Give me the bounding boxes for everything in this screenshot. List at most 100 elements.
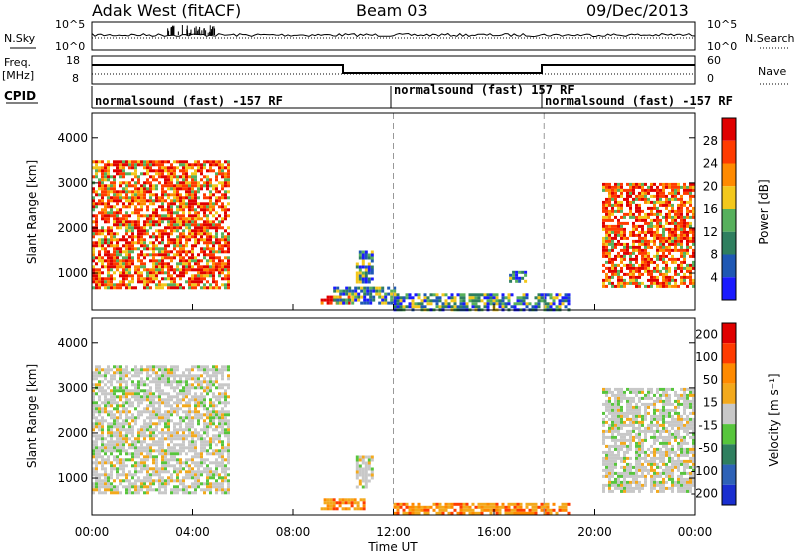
heatmap-cell xyxy=(370,458,374,462)
heatmap-cell xyxy=(92,434,95,438)
heatmap-cell xyxy=(197,190,200,194)
heatmap-cell xyxy=(680,263,683,267)
heatmap-cell xyxy=(119,413,122,417)
heatmap-cell xyxy=(185,235,188,239)
heatmap-cell xyxy=(167,422,170,426)
heatmap-cell xyxy=(608,489,611,493)
heatmap-cell xyxy=(215,211,218,215)
heatmap-cell xyxy=(212,259,215,263)
heatmap-cell xyxy=(107,220,110,224)
heatmap-cell xyxy=(692,278,695,282)
heatmap-cell xyxy=(155,377,158,381)
heatmap-cell xyxy=(611,284,614,288)
heatmap-cell xyxy=(98,368,101,372)
heatmap-cell xyxy=(125,283,128,287)
heatmap-cell xyxy=(200,455,203,459)
heatmap-cell xyxy=(197,479,200,483)
heatmap-cell xyxy=(98,398,101,402)
heatmap-cell xyxy=(626,387,629,391)
heatmap-cell xyxy=(338,501,342,505)
heatmap-cell xyxy=(176,253,179,257)
heatmap-cell xyxy=(137,401,140,405)
heatmap-cell xyxy=(650,417,653,421)
heatmap-cell xyxy=(191,467,194,471)
heatmap-cell xyxy=(164,377,167,381)
heatmap-cell xyxy=(125,286,128,290)
heatmap-cell xyxy=(92,277,95,281)
heatmap-cell xyxy=(185,220,188,224)
heatmap-cell xyxy=(339,301,343,305)
heatmap-cell xyxy=(215,416,218,420)
heatmap-cell xyxy=(173,253,176,257)
heatmap-cell xyxy=(227,479,230,483)
heatmap-cell xyxy=(176,226,179,230)
heatmap-cell xyxy=(146,434,149,438)
heatmap-cell xyxy=(671,191,674,195)
heatmap-cell xyxy=(629,405,632,409)
heatmap-cell xyxy=(113,262,116,266)
heatmap-cell xyxy=(372,298,376,302)
heatmap-cell xyxy=(113,181,116,185)
heatmap-cell xyxy=(218,190,221,194)
heatmap-cell xyxy=(227,386,230,390)
heatmap-cell xyxy=(215,479,218,483)
heatmap-cell xyxy=(629,185,632,189)
heatmap-cell xyxy=(176,187,179,191)
heatmap-cell xyxy=(188,386,191,390)
heatmap-cell xyxy=(149,271,152,275)
heatmap-cell xyxy=(113,214,116,218)
heatmap-cell xyxy=(632,242,635,246)
heatmap-cell xyxy=(363,295,367,299)
heatmap-cell xyxy=(98,199,101,203)
heatmap-cell xyxy=(128,371,131,375)
heatmap-cell xyxy=(209,286,212,290)
heatmap-cell xyxy=(191,482,194,486)
heatmap-cell xyxy=(113,446,116,450)
heatmap-cell xyxy=(176,286,179,290)
heatmap-cell xyxy=(212,440,215,444)
heatmap-cell xyxy=(194,268,197,272)
heatmap-cell xyxy=(143,193,146,197)
heatmap-cell xyxy=(128,202,131,206)
heatmap-cell xyxy=(323,298,327,302)
heatmap-cell xyxy=(179,187,182,191)
heatmap-cell xyxy=(116,169,119,173)
heatmap-cell xyxy=(602,438,605,442)
heatmap-cell xyxy=(155,488,158,492)
heatmap-cell xyxy=(128,244,131,248)
heatmap-cell xyxy=(185,190,188,194)
heatmap-cell xyxy=(218,205,221,209)
heatmap-cell xyxy=(101,190,104,194)
heatmap-cell xyxy=(158,169,161,173)
heatmap-cell xyxy=(158,488,161,492)
heatmap-cell xyxy=(602,420,605,424)
heatmap-cell xyxy=(149,253,152,257)
heatmap-cell xyxy=(143,419,146,423)
heatmap-cell xyxy=(644,269,647,273)
heatmap-cell xyxy=(614,203,617,207)
heatmap-cell xyxy=(635,408,638,412)
heatmap-cell xyxy=(662,441,665,445)
heatmap-cell xyxy=(221,410,224,414)
heatmap-cell xyxy=(182,265,185,269)
heatmap-cell xyxy=(95,434,98,438)
heatmap-cell xyxy=(101,485,104,489)
heatmap-cell xyxy=(486,293,490,297)
heatmap-cell xyxy=(543,305,547,309)
heatmap-cell xyxy=(215,235,218,239)
heatmap-cell xyxy=(173,425,176,429)
heatmap-cell xyxy=(662,438,665,442)
heatmap-cell xyxy=(167,446,170,450)
heatmap-cell xyxy=(95,160,98,164)
heatmap-cell xyxy=(191,205,194,209)
heatmap-cell xyxy=(161,437,164,441)
heatmap-cell xyxy=(215,398,218,402)
heatmap-cell xyxy=(212,268,215,272)
heatmap-cell xyxy=(605,408,608,412)
heatmap-cell xyxy=(629,420,632,424)
heatmap-cell xyxy=(378,295,382,299)
heatmap-cell xyxy=(650,224,653,228)
heatmap-cell xyxy=(107,461,110,465)
heatmap-cell xyxy=(194,211,197,215)
heatmap-cell xyxy=(456,305,460,309)
